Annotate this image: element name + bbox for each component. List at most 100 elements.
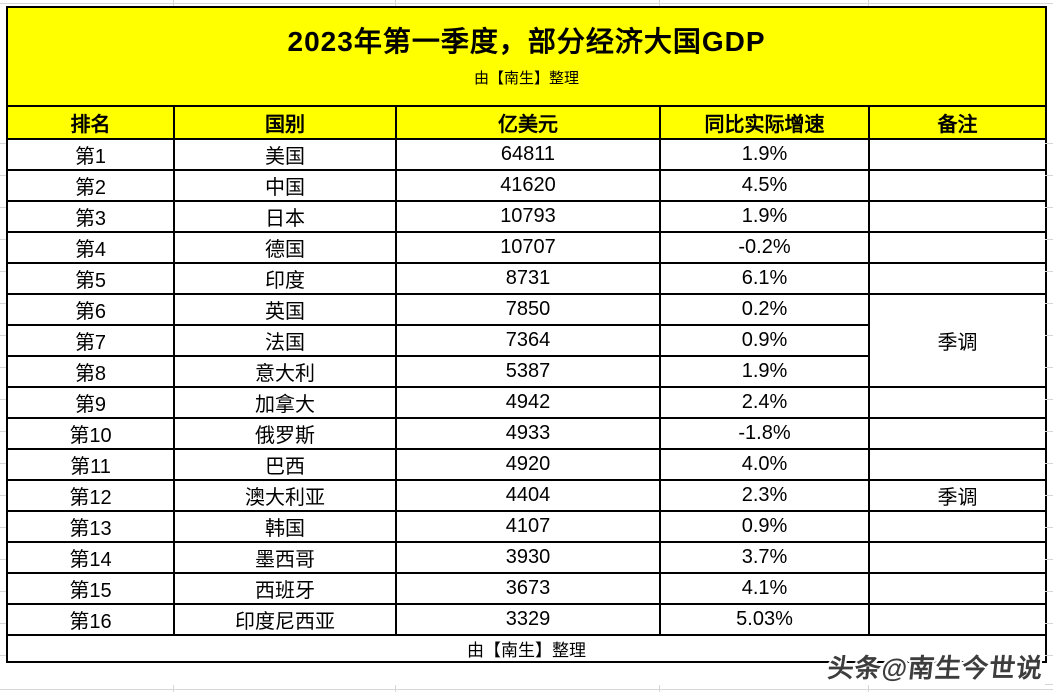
- gridline: [1045, 431, 1053, 432]
- gridline: [0, 655, 6, 656]
- growth-cell: -1.8%: [659, 417, 870, 450]
- rank-cell: 第15: [6, 572, 175, 605]
- rank-cell: 第16: [6, 603, 175, 636]
- growth-cell: 1.9%: [659, 200, 870, 233]
- gdp-cell: 10793: [395, 200, 661, 233]
- gridline: [0, 623, 6, 624]
- country-cell: 英国: [173, 293, 397, 326]
- gridline: [1045, 367, 1053, 368]
- note-cell: [867, 572, 1048, 605]
- growth-cell: 5.03%: [659, 603, 870, 636]
- gridline: [1045, 271, 1053, 272]
- gdp-cell: 64811: [395, 138, 661, 171]
- rank-cell: 第11: [6, 448, 175, 481]
- table-row: 第4 德国 10707 -0.2%: [6, 231, 1048, 264]
- country-cell: 日本: [173, 200, 397, 233]
- gridline: [1045, 463, 1053, 464]
- table-row: 第12 澳大利亚 4404 2.3% 季调: [6, 479, 1048, 512]
- gdp-cell: 8731: [395, 262, 661, 295]
- country-cell: 中国: [173, 169, 397, 202]
- page-title: 2023年第一季度，部分经济大国GDP: [287, 26, 766, 58]
- table-row: 第13 韩国 4107 0.9%: [6, 510, 1048, 543]
- gridline: [868, 0, 869, 6]
- footer-cell: 由【南生】整理: [5, 634, 1048, 663]
- growth-cell: 3.7%: [659, 541, 870, 574]
- table-row: 第5 印度 8731 6.1%: [6, 262, 1048, 295]
- gridline: [0, 335, 6, 336]
- note-cell: [867, 541, 1048, 574]
- rank-cell: 第3: [6, 200, 175, 233]
- rank-cell: 第14: [6, 541, 175, 574]
- growth-cell: 2.4%: [659, 386, 870, 419]
- gridline: [395, 0, 396, 6]
- table-header-row: 排名 国别 亿美元 同比实际增速 备注: [6, 105, 1048, 140]
- country-cell: 俄罗斯: [173, 417, 397, 450]
- rank-cell: 第13: [6, 510, 175, 543]
- gridline: [1045, 684, 1053, 685]
- gridline: [0, 143, 6, 144]
- table-row: 第3 日本 10793 1.9%: [6, 200, 1048, 233]
- gdp-cell: 5387: [395, 355, 661, 388]
- note-cell: [867, 603, 1048, 636]
- gridline: [0, 463, 6, 464]
- growth-cell: 4.1%: [659, 572, 870, 605]
- rank-cell: 第8: [6, 355, 175, 388]
- gridline: [0, 271, 6, 272]
- growth-cell: 0.2%: [659, 293, 870, 326]
- country-cell: 巴西: [173, 448, 397, 481]
- gdp-cell: 4920: [395, 448, 661, 481]
- title-block: 2023年第一季度，部分经济大国GDP 由【南生】整理: [5, 6, 1048, 107]
- table-row: 第15 西班牙 3673 4.1%: [6, 572, 1048, 605]
- table-row: 第8 意大利 5387 1.9%: [6, 355, 1046, 388]
- gridline: [0, 431, 6, 432]
- gridline: [868, 685, 869, 692]
- table-row: 第10 俄罗斯 4933 -1.8%: [6, 417, 1048, 450]
- rank-cell: 第5: [6, 262, 175, 295]
- gdp-cell: 10707: [395, 231, 661, 264]
- gridline: [1045, 591, 1053, 592]
- gridline: [1045, 655, 1053, 656]
- gridline: [0, 239, 6, 240]
- growth-cell: 0.9%: [659, 510, 870, 543]
- rank-cell: 第1: [6, 138, 175, 171]
- country-cell: 韩国: [173, 510, 397, 543]
- country-cell: 澳大利亚: [173, 479, 397, 512]
- table-row: 第16 印度尼西亚 3329 5.03%: [6, 603, 1048, 636]
- gdp-cell: 4107: [395, 510, 661, 543]
- growth-cell: 1.9%: [659, 355, 870, 388]
- gridline: [0, 689, 1053, 690]
- country-cell: 西班牙: [173, 572, 397, 605]
- gdp-cell: 7850: [395, 293, 661, 326]
- gdp-cell: 4933: [395, 417, 661, 450]
- title-row: 2023年第一季度，部分经济大国GDP 由【南生】整理: [5, 6, 1048, 107]
- gridline: [0, 591, 6, 592]
- gridline: [0, 3, 1053, 4]
- gridline: [0, 399, 6, 400]
- table-footer-row: 由【南生】整理: [5, 634, 1048, 663]
- growth-cell: 1.9%: [659, 138, 870, 171]
- note-cell: [867, 448, 1048, 481]
- gridline: [659, 0, 660, 6]
- rank-cell: 第7: [6, 324, 175, 357]
- watermark-toutiao: 头条@南生今世说: [825, 653, 1045, 683]
- note-cell: [867, 386, 1048, 419]
- column-header-note: 备注: [867, 105, 1048, 140]
- growth-cell: 4.0%: [659, 448, 870, 481]
- column-header-growth: 同比实际增速: [659, 105, 870, 140]
- table-row: 第7 法国 7364 0.9%: [6, 324, 1046, 357]
- table-row: 第6 英国 7850 0.2% 季调: [6, 293, 1048, 388]
- rank-cell: 第6: [6, 293, 175, 326]
- table-row: 第11 巴西 4920 4.0%: [6, 448, 1048, 481]
- gridline: [1045, 175, 1053, 176]
- table-row: 第14 墨西哥 3930 3.7%: [6, 541, 1048, 574]
- gridline: [0, 207, 6, 208]
- gdp-table: 2023年第一季度，部分经济大国GDP 由【南生】整理 排名 国别 亿美元 同比…: [5, 6, 1048, 663]
- note-cell: [867, 417, 1048, 450]
- page-subtitle: 由【南生】整理: [474, 69, 580, 87]
- gridline: [0, 367, 6, 368]
- rank-cell: 第10: [6, 417, 175, 450]
- country-cell: 墨西哥: [173, 541, 397, 574]
- growth-cell: 2.3%: [659, 479, 870, 512]
- country-cell: 印度: [173, 262, 397, 295]
